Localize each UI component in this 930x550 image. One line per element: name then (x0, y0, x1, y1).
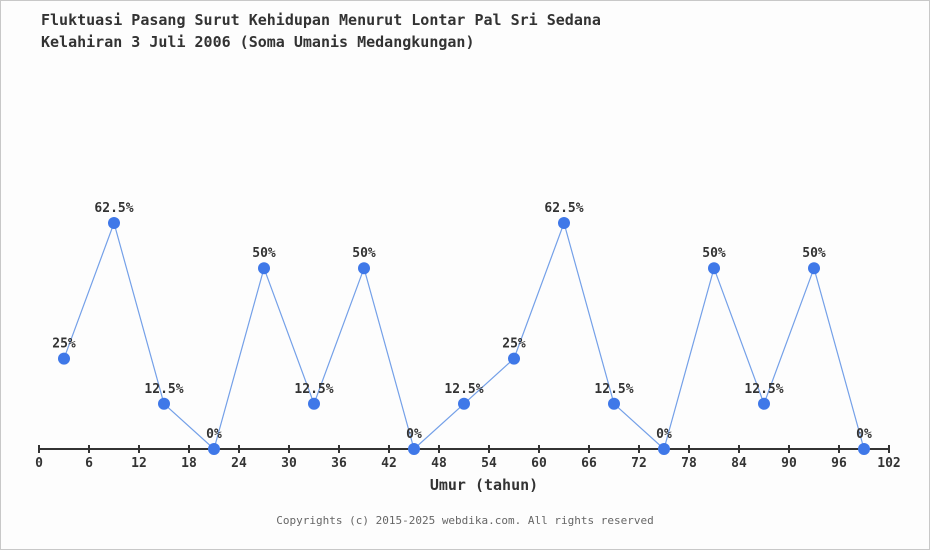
data-point-label: 50% (802, 246, 826, 261)
data-line (64, 223, 864, 449)
x-axis-tick-label: 12 (131, 456, 147, 471)
data-point-label: 12.5% (144, 382, 183, 397)
data-point-label: 50% (252, 246, 276, 261)
data-point (158, 398, 170, 410)
data-point (208, 443, 220, 455)
x-axis-tick-label: 0 (35, 456, 43, 471)
data-point-label: 0% (656, 427, 672, 442)
data-point-label: 12.5% (294, 382, 333, 397)
x-axis-tick-label: 54 (481, 456, 497, 471)
x-axis-tick-label: 30 (281, 456, 297, 471)
x-axis-tick-label: 66 (581, 456, 597, 471)
data-point-label: 50% (352, 246, 376, 261)
data-point (558, 217, 570, 229)
data-point (458, 398, 470, 410)
data-point (258, 262, 270, 274)
data-point (608, 398, 620, 410)
x-axis-tick-label: 102 (877, 456, 900, 471)
x-axis-tick-label: 60 (531, 456, 547, 471)
data-point-label: 0% (206, 427, 222, 442)
data-point-label: 25% (52, 337, 76, 352)
data-point-label: 62.5% (94, 201, 133, 216)
data-point (658, 443, 670, 455)
x-axis-tick-label: 78 (681, 456, 697, 471)
data-point (408, 443, 420, 455)
data-point (358, 262, 370, 274)
data-point-label: 62.5% (544, 201, 583, 216)
x-axis-tick-label: 72 (631, 456, 647, 471)
x-axis-tick-label: 36 (331, 456, 347, 471)
data-point (108, 217, 120, 229)
x-axis-tick-label: 84 (731, 456, 747, 471)
data-point-label: 50% (702, 246, 726, 261)
x-axis-tick-label: 90 (781, 456, 797, 471)
line-chart: 0 6 12 18 24 30 36 42 48 54 60 66 72 78 84 90 96 102 25% 62… (1, 1, 930, 550)
x-axis-tick-label: 48 (431, 456, 447, 471)
x-axis-tick-label: 18 (181, 456, 197, 471)
data-point-label: 12.5% (594, 382, 633, 397)
data-point (308, 398, 320, 410)
chart-canvas: Fluktuasi Pasang Surut Kehidupan Menurut… (0, 0, 930, 550)
x-axis-tick-label: 42 (381, 456, 397, 471)
data-point (708, 262, 720, 274)
x-axis-tick-label: 6 (85, 456, 93, 471)
data-point-label: 0% (406, 427, 422, 442)
data-point-label: 12.5% (744, 382, 783, 397)
data-point-label: 12.5% (444, 382, 483, 397)
x-axis-tick-label: 96 (831, 456, 847, 471)
data-point (858, 443, 870, 455)
data-point (758, 398, 770, 410)
data-point (58, 353, 70, 365)
x-axis-label: Umur (tahun) (430, 476, 538, 494)
copyright-text: Copyrights (c) 2015-2025 webdika.com. Al… (1, 514, 929, 527)
data-point (808, 262, 820, 274)
data-point-label: 25% (502, 337, 526, 352)
x-axis-tick-label: 24 (231, 456, 247, 471)
data-point-label: 0% (856, 427, 872, 442)
data-point (508, 353, 520, 365)
